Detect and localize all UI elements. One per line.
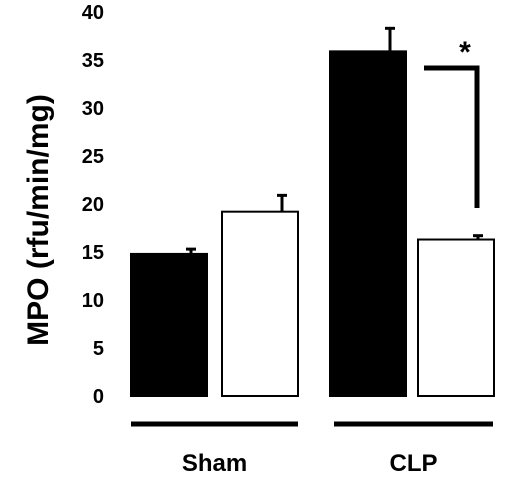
significance-bracket <box>424 65 480 208</box>
group-label: Sham <box>182 450 247 477</box>
group-label: CLP <box>390 450 438 477</box>
y-tick-label: 30 <box>82 98 104 120</box>
y-tick-label: 5 <box>93 338 104 360</box>
sham-white-bar <box>221 210 299 397</box>
y-axis-title: MPO (rfu/min/mg) <box>22 94 55 346</box>
y-tick-label: 15 <box>82 242 104 264</box>
y-tick-label: 0 <box>93 386 104 408</box>
significance-star: * <box>459 36 471 69</box>
clp-white-bar <box>417 238 495 397</box>
y-tick-label: 25 <box>82 146 104 168</box>
y-tick-label: 35 <box>82 50 104 72</box>
y-tick-label: 20 <box>82 194 104 216</box>
sham-black-bar <box>130 252 208 397</box>
y-tick-label: 10 <box>82 290 104 312</box>
y-tick-label: 40 <box>82 2 104 24</box>
clp-black-bar <box>329 50 407 398</box>
